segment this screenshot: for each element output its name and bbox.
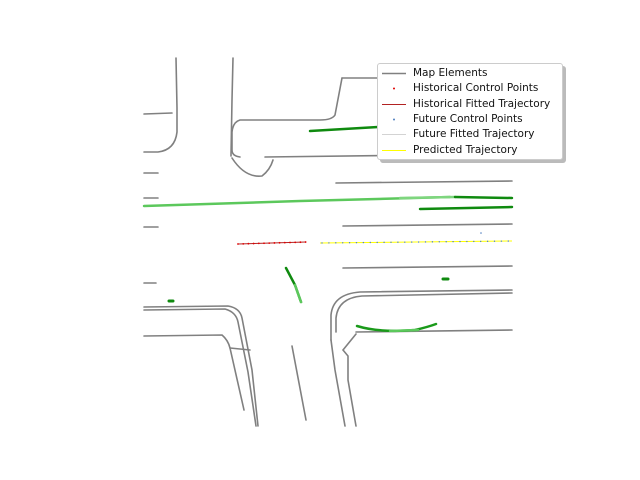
legend: Map Elements Historical Control Points His… bbox=[377, 63, 563, 160]
map-boundary bbox=[341, 333, 357, 427]
legend-swatch bbox=[382, 72, 406, 75]
legend-swatch bbox=[393, 118, 395, 121]
future-control-point bbox=[473, 240, 475, 243]
future-control-point bbox=[383, 241, 385, 244]
lane-centerlines bbox=[142, 125, 514, 333]
future-control-point bbox=[390, 241, 392, 243]
future-control-point bbox=[404, 241, 406, 243]
future-control-point bbox=[397, 241, 399, 243]
future-control-point bbox=[335, 242, 337, 244]
map-boundary bbox=[143, 57, 178, 153]
future-control-point bbox=[452, 240, 454, 243]
future-control-point bbox=[486, 240, 489, 243]
future-control-point bbox=[459, 240, 461, 243]
future-control-point bbox=[466, 240, 468, 243]
map-boundary bbox=[330, 339, 346, 427]
future-control-point bbox=[362, 241, 365, 244]
legend-entry: Map Elements bbox=[378, 66, 562, 81]
legend-swatch bbox=[382, 134, 406, 136]
future-control-point bbox=[431, 241, 434, 243]
historical-control-point bbox=[257, 242, 260, 245]
future-control-point bbox=[342, 242, 344, 244]
historical-control-point bbox=[263, 242, 265, 245]
map-boundary bbox=[342, 265, 513, 269]
future-control-point bbox=[507, 240, 509, 242]
map-boundary bbox=[143, 112, 173, 115]
legend-label: Future Control Points bbox=[413, 112, 523, 125]
future-control-point bbox=[369, 241, 371, 244]
historical-control-point bbox=[304, 241, 307, 243]
lane-centerline bbox=[308, 125, 380, 133]
historical-control-point bbox=[247, 242, 250, 245]
map-boundary bbox=[143, 334, 245, 411]
legend-label: Historical Control Points bbox=[413, 82, 539, 95]
legend-label: Predicted Trajectory bbox=[413, 143, 518, 156]
map-boundary bbox=[231, 77, 343, 158]
map-boundary bbox=[335, 292, 513, 333]
map-boundary bbox=[335, 180, 513, 184]
lane-centerline bbox=[453, 195, 514, 200]
map-elements bbox=[143, 57, 513, 427]
legend-label: Future Fitted Trajectory bbox=[413, 128, 535, 141]
historical-control-point bbox=[242, 242, 245, 245]
historical-control-point bbox=[278, 241, 281, 244]
map-boundary bbox=[231, 157, 274, 177]
historical-control-point bbox=[273, 242, 276, 244]
future-control-point bbox=[417, 241, 420, 243]
future-control-point bbox=[348, 242, 351, 244]
predicted-trajectory-group bbox=[319, 232, 513, 244]
historical-control-point bbox=[252, 242, 255, 245]
historical-control-point bbox=[268, 242, 271, 245]
historical-control-point bbox=[283, 241, 286, 244]
lane-centerline bbox=[388, 328, 420, 333]
legend-entry: Predicted Trajectory bbox=[378, 143, 562, 158]
legend-label: Historical Fitted Trajectory bbox=[413, 97, 551, 110]
legend-entry: Historical Fitted Trajectory bbox=[378, 97, 562, 112]
legend-entry: Future Control Points bbox=[378, 112, 562, 127]
future-control-point bbox=[480, 240, 482, 243]
map-boundary bbox=[330, 289, 513, 341]
historical-control-point bbox=[237, 243, 239, 245]
legend-entry: Historical Control Points bbox=[378, 81, 562, 96]
historical-control-points bbox=[237, 241, 307, 245]
historical-control-point bbox=[289, 241, 291, 244]
future-control-point bbox=[321, 242, 323, 244]
map-boundary bbox=[143, 308, 257, 427]
future-control-point bbox=[376, 241, 378, 244]
legend-swatch bbox=[382, 149, 406, 151]
historical-control-point bbox=[294, 241, 297, 244]
lane-centerline bbox=[418, 205, 514, 211]
map-boundary bbox=[291, 345, 307, 421]
future-control-point bbox=[445, 241, 447, 243]
map-boundary bbox=[342, 223, 513, 227]
map-boundary bbox=[143, 305, 259, 427]
historical-control-point bbox=[299, 241, 302, 244]
historical-trajectory bbox=[237, 241, 307, 245]
predicted-trajectory bbox=[319, 240, 513, 244]
future-control-point bbox=[328, 242, 330, 244]
future-control-point bbox=[424, 241, 427, 243]
lane-centerline bbox=[398, 195, 457, 200]
legend-swatch bbox=[382, 103, 406, 105]
future-control-point bbox=[500, 240, 503, 242]
future-control-point bbox=[493, 240, 496, 242]
future-control-points bbox=[321, 240, 509, 244]
future-control-point bbox=[355, 241, 358, 244]
map-boundary bbox=[229, 347, 251, 351]
legend-swatch bbox=[393, 87, 395, 90]
future-control-point bbox=[438, 241, 440, 243]
legend-label: Map Elements bbox=[413, 67, 488, 79]
legend-entry: Future Fitted Trajectory bbox=[378, 127, 562, 142]
future-control-point bbox=[480, 232, 482, 234]
lane-centerline bbox=[293, 283, 303, 304]
future-control-point bbox=[411, 241, 413, 243]
